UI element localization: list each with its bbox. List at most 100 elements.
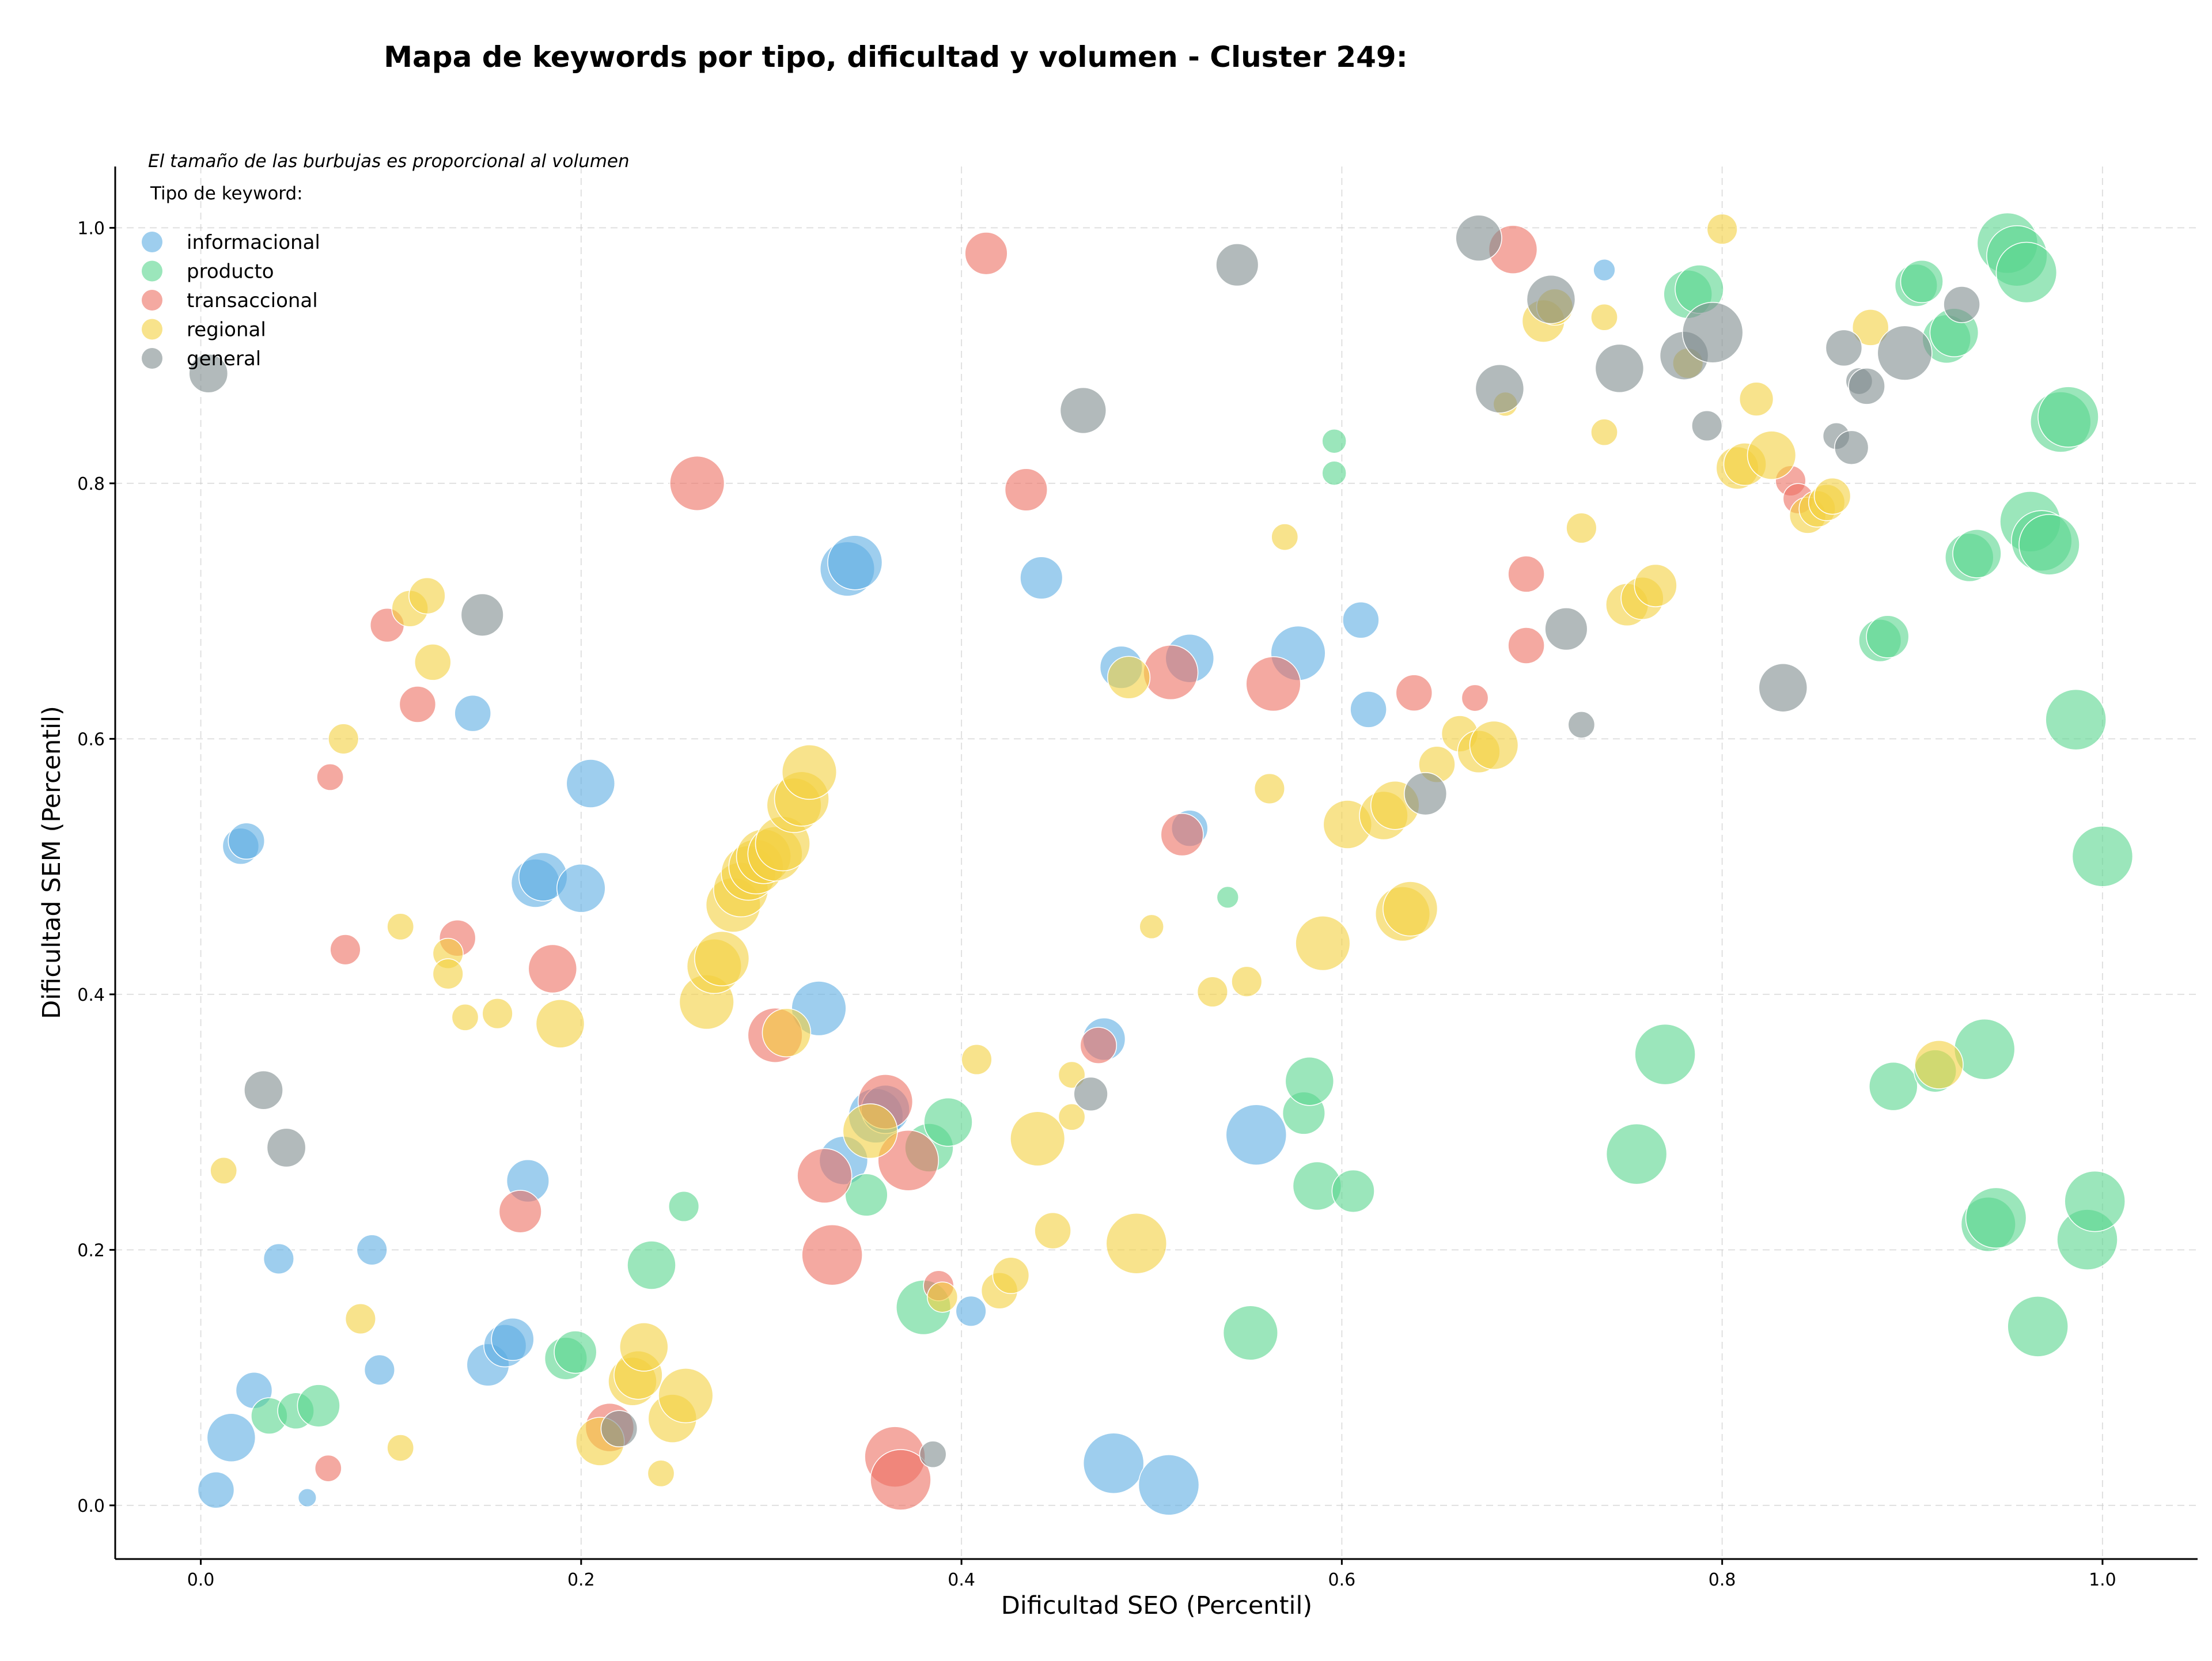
data-point-regional: [408, 577, 446, 615]
data-point-transaccional: [964, 232, 1008, 275]
data-point-producto: [1331, 1169, 1375, 1213]
data-point-regional: [961, 1043, 993, 1076]
data-point-producto: [1866, 615, 1910, 659]
data-point-producto: [1321, 428, 1347, 454]
y-axis-label: Dificultad SEM (Percentil): [37, 706, 66, 1019]
y-tick-label: 0.2: [77, 1240, 105, 1261]
x-tick-label: 0.2: [567, 1570, 595, 1590]
bubble-size-note: El tamaño de las burbujas es proporciona…: [148, 151, 630, 172]
data-point-regional: [1706, 213, 1738, 245]
data-point-regional: [1231, 966, 1263, 997]
data-point-general: [1848, 368, 1885, 405]
data-point-general: [1943, 286, 1980, 323]
data-point-general: [1544, 607, 1588, 651]
data-point-informacional: [955, 1295, 987, 1327]
data-point-transaccional: [329, 934, 361, 966]
data-point-regional: [647, 1459, 675, 1488]
data-point-informacional: [356, 1234, 388, 1266]
data-point-producto: [554, 1330, 597, 1374]
data-point-informacional: [228, 822, 266, 860]
data-point-transaccional: [1508, 627, 1545, 664]
y-tick-label: 0.0: [77, 1496, 105, 1516]
legend-marker-general: [142, 348, 162, 369]
data-point-regional: [1107, 656, 1151, 699]
data-point-regional: [694, 930, 750, 986]
axis-ticks: 0.0 0.2 0.4 0.6 0.8 1.0 0.0 0.2 0.4 0.6 0.8 1.0: [77, 218, 2116, 1590]
y-tick-label: 0.8: [77, 474, 105, 494]
data-point-informacional: [827, 535, 883, 591]
data-point-producto: [923, 1097, 973, 1147]
data-point-transaccional: [1508, 555, 1545, 593]
data-point-regional: [1813, 477, 1851, 515]
data-point-general: [1215, 243, 1259, 287]
data-point-producto: [1900, 260, 1944, 304]
data-point-regional: [1058, 1061, 1086, 1089]
legend-label-transaccional: transaccional: [187, 289, 318, 312]
data-point-transaccional: [1245, 656, 1301, 712]
legend-label-informacional: informacional: [187, 231, 320, 254]
data-point-regional: [1382, 881, 1438, 937]
series-general: [188, 214, 1980, 1469]
data-point-transaccional: [1160, 813, 1204, 857]
data-point-informacional: [556, 864, 606, 913]
data-point-informacional: [1342, 601, 1380, 639]
data-point-regional: [1738, 381, 1774, 417]
data-point-general: [1834, 430, 1869, 465]
data-point-informacional: [1020, 556, 1063, 600]
data-point-producto: [844, 1173, 888, 1217]
data-point-general: [1526, 274, 1576, 324]
data-point-general: [1758, 663, 1808, 713]
data-point-regional: [1914, 1040, 1964, 1089]
data-point-regional: [658, 1368, 714, 1424]
data-point-general: [244, 1070, 283, 1110]
legend-label-regional: regional: [187, 319, 266, 342]
data-point-regional: [1058, 1103, 1086, 1131]
x-tick-label: 1.0: [2089, 1570, 2116, 1590]
data-point-regional: [842, 1103, 898, 1159]
data-point-general: [1475, 364, 1525, 414]
y-tick-label: 0.6: [77, 729, 105, 750]
data-point-transaccional: [669, 455, 725, 511]
legend-marker-transaccional: [142, 290, 162, 311]
data-point-regional: [1747, 430, 1797, 480]
data-point-general: [266, 1127, 306, 1168]
data-point-general: [188, 353, 229, 394]
data-point-producto: [1869, 1061, 1918, 1111]
data-point-regional: [210, 1157, 238, 1185]
legend-marker-regional: [142, 319, 162, 340]
data-point-producto: [2064, 1170, 2126, 1232]
data-point-regional: [781, 744, 838, 800]
data-point-producto: [1953, 1018, 2016, 1080]
data-point-producto: [1222, 1305, 1278, 1361]
data-point-transaccional: [498, 1190, 542, 1234]
data-point-producto: [1285, 1056, 1335, 1106]
data-point-producto: [1965, 1187, 2027, 1249]
data-point-producto: [1952, 529, 2002, 578]
data-point-producto: [2037, 386, 2099, 448]
data-point-regional: [1590, 418, 1618, 447]
data-point-general: [600, 1410, 638, 1448]
data-point-regional: [992, 1257, 1030, 1294]
data-point-general: [460, 593, 504, 637]
data-point-informacional: [297, 1488, 317, 1508]
data-point-regional: [535, 999, 585, 1049]
data-point-general: [1404, 772, 1448, 816]
data-point-transaccional: [528, 944, 578, 994]
x-tick-label: 0.0: [187, 1570, 215, 1590]
x-axis-label: Dificultad SEO (Percentil): [1001, 1591, 1312, 1620]
y-tick-label: 0.4: [77, 985, 105, 1005]
data-point-producto: [2071, 826, 2134, 887]
data-point-informacional: [491, 1318, 535, 1361]
legend: Tipo de keyword: informacional producto tr…: [142, 183, 320, 370]
bubbles: [188, 212, 2134, 1516]
data-point-producto: [2007, 1296, 2069, 1357]
data-point-regional: [1566, 512, 1597, 544]
data-point-general: [1059, 387, 1107, 434]
data-point-regional: [1139, 914, 1164, 940]
data-point-producto: [2045, 688, 2107, 751]
y-tick-label: 1.0: [77, 218, 105, 239]
x-tick-label: 0.8: [1709, 1570, 1736, 1590]
data-point-regional: [328, 723, 359, 755]
x-tick-label: 0.4: [948, 1570, 975, 1590]
data-point-producto: [1995, 241, 2058, 304]
